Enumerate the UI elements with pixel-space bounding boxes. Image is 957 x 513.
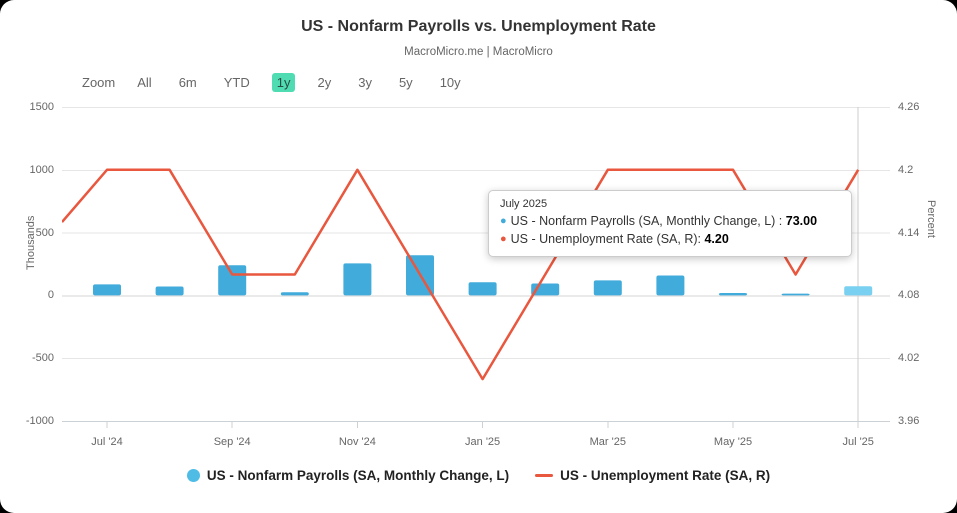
x-axis-tick-label: May '25: [713, 436, 753, 448]
right-axis-title: Percent: [925, 200, 937, 238]
zoom-toolbar: Zoom All 6m YTD 1y 2y 3y 5y 10y: [82, 73, 466, 92]
x-axis-tick-label: Sep '24: [213, 436, 251, 448]
right-axis-tick-label: 4.02: [898, 352, 920, 365]
payrolls-bar-Sep24[interactable]: [218, 265, 247, 296]
x-axis-tick-label: Mar '25: [589, 436, 626, 448]
payrolls-bullet-icon: ●: [500, 215, 507, 227]
unemployment-line[interactable]: [61, 168, 860, 381]
x-axis-tick-label: Nov '24: [338, 436, 376, 448]
right-axis-tick-label: 4.14: [898, 226, 920, 239]
unemployment-series-marker-icon: [535, 474, 554, 477]
left-axis-tick-label: 1500: [29, 101, 54, 113]
x-axis-tick-label: Jul '24: [91, 436, 123, 448]
right-axis-tick-label: 3.96: [898, 415, 920, 427]
right-axis-tick-label: 4.08: [898, 289, 920, 302]
payrolls-bar-Jul24[interactable]: [93, 284, 121, 296]
zoom-range-button-ytd[interactable]: YTD: [223, 75, 250, 90]
zoom-range-button-5y[interactable]: 5y: [398, 75, 413, 90]
tooltip-row-unemployment: ● US - Unemployment Rate (SA, R): 4.20: [500, 230, 840, 248]
tooltip-date: July 2025: [500, 198, 548, 210]
x-axis-tick-label: Jul '25: [842, 436, 874, 448]
payrolls-bar-Nov24[interactable]: [343, 263, 372, 296]
tooltip-row-unemployment-label: US - Unemployment Rate (SA, R):: [510, 232, 705, 247]
unemployment-bullet-icon: ●: [500, 233, 507, 246]
payrolls-bar-Oct24[interactable]: [280, 292, 309, 296]
plot-area: [58, 107, 890, 429]
tooltip-row-payrolls: ● US - Nonfarm Payrolls (SA, Monthly Chan…: [500, 212, 840, 230]
payrolls-bar-Mar25[interactable]: [593, 280, 622, 296]
chart-title: US - Nonfarm Payrolls vs. Unemployment R…: [301, 18, 656, 35]
zoom-range-button-3y[interactable]: 3y: [358, 75, 372, 90]
payrolls-bar-Jan25[interactable]: [468, 282, 497, 296]
chart-canvas: [58, 107, 890, 428]
legend-item-payrolls-label: US - Nonfarm Payrolls (SA, Monthly Chang…: [206, 468, 510, 483]
right-axis-tick-label: 4.2: [898, 163, 914, 176]
left-axis-tick-label: 500: [35, 226, 54, 239]
zoom-label: Zoom: [82, 75, 116, 90]
tooltip-row-unemployment-value: 4.20: [704, 232, 729, 247]
x-axis-tick-label: Jan '25: [465, 436, 501, 448]
zoom-range-button-all[interactable]: All: [137, 75, 152, 90]
payrolls-bar-Jun25[interactable]: [781, 293, 810, 296]
payrolls-bar-May25[interactable]: [719, 293, 747, 296]
legend-item-payrolls[interactable]: US - Nonfarm Payrolls (SA, Monthly Chang…: [186, 468, 510, 483]
chart-subtitle: MacroMicro.me | MacroMicro: [404, 46, 553, 58]
left-axis-tick-label: 0: [47, 289, 54, 302]
zoom-range-button-10y[interactable]: 10y: [439, 75, 461, 90]
left-axis-tick-label: -1000: [25, 415, 54, 427]
payrolls-bar-Aug24[interactable]: [155, 286, 184, 296]
legend-item-unemployment[interactable]: US - Unemployment Rate (SA, R): [535, 468, 770, 483]
payrolls-bar-Apr25[interactable]: [656, 275, 685, 296]
zoom-range-button-1y[interactable]: 1y: [271, 73, 296, 92]
zoom-range-button-6m[interactable]: 6m: [178, 75, 197, 90]
zoom-range-button-2y[interactable]: 2y: [317, 75, 332, 90]
tooltip-row-payrolls-value: 73.00: [785, 214, 818, 228]
legend-item-unemployment-label: US - Unemployment Rate (SA, R): [560, 468, 771, 483]
left-axis-title: Thousands: [25, 215, 38, 270]
legend: US - Nonfarm Payrolls (SA, Monthly Chang…: [0, 468, 957, 483]
left-axis-tick-label: 1000: [29, 163, 54, 176]
right-axis-tick-label: 4.26: [898, 101, 920, 113]
payrolls-series-marker-icon: [186, 469, 200, 482]
left-axis-tick-label: -500: [31, 352, 54, 365]
tooltip-row-payrolls-label: US - Nonfarm Payrolls (SA, Monthly Chang…: [510, 214, 786, 228]
tooltip: July 2025 ● US - Nonfarm Payrolls (SA, Mo…: [488, 190, 852, 258]
payrolls-bar-Jul25[interactable]: [844, 286, 873, 296]
